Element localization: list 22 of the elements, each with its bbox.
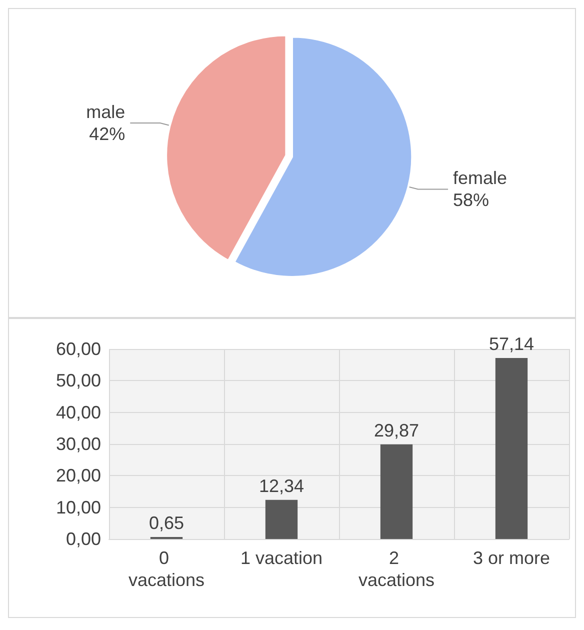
y-tick-label: 60,00 xyxy=(56,339,101,359)
y-tick-label: 30,00 xyxy=(56,434,101,454)
x-tick-label: 0 vacations xyxy=(128,548,205,590)
y-tick-label: 20,00 xyxy=(56,466,101,486)
y-tick-label: 10,00 xyxy=(56,497,101,518)
x-tick-label: 1 vacation xyxy=(240,548,323,568)
y-tick-label: 0,00 xyxy=(66,529,101,549)
data-label: 29,87 xyxy=(374,420,420,440)
data-label: 58% xyxy=(453,190,490,210)
bar xyxy=(265,500,298,539)
x-tick-label: 2 vacations xyxy=(358,548,435,590)
data-label: 57,14 xyxy=(488,334,534,354)
slice-label: female xyxy=(453,168,508,188)
y-tick-label: 40,00 xyxy=(56,402,101,422)
bar xyxy=(495,358,528,539)
data-label: 12,34 xyxy=(258,476,304,496)
data-label: 42% xyxy=(89,124,126,144)
data-label: 0,65 xyxy=(148,512,184,533)
bar xyxy=(380,444,413,539)
x-tick-label: 3 or more xyxy=(472,548,550,568)
y-tick-label: 50,00 xyxy=(56,370,101,391)
slice-label: male xyxy=(86,102,126,122)
